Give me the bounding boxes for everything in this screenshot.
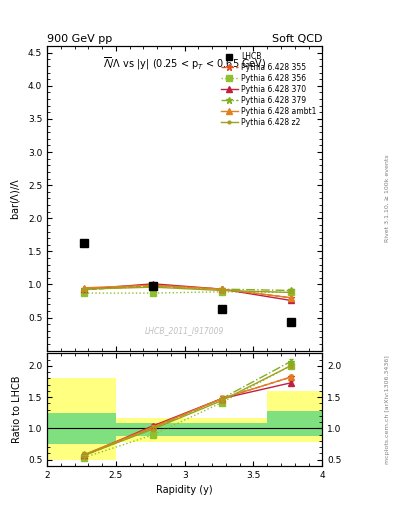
Text: Rivet 3.1.10, ≥ 100k events: Rivet 3.1.10, ≥ 100k events [385,155,389,242]
Y-axis label: Ratio to LHCB: Ratio to LHCB [12,376,22,443]
X-axis label: Rapidity (y): Rapidity (y) [156,485,213,495]
Text: mcplots.cern.ch [arXiv:1306.3436]: mcplots.cern.ch [arXiv:1306.3436] [385,355,389,464]
Bar [47,413,116,444]
Bar [267,412,322,436]
Text: Soft QCD: Soft QCD [272,33,322,44]
Text: LHCB_2011_I917009: LHCB_2011_I917009 [145,327,224,335]
Y-axis label: bar($\Lambda$)/$\Lambda$: bar($\Lambda$)/$\Lambda$ [9,177,22,220]
Text: 900 GeV pp: 900 GeV pp [47,33,112,44]
Bar [116,418,267,442]
Legend: LHCB, Pythia 6.428 355, Pythia 6.428 356, Pythia 6.428 370, Pythia 6.428 379, Py: LHCB, Pythia 6.428 355, Pythia 6.428 356… [219,50,318,129]
Bar [116,423,267,436]
Bar [47,378,116,460]
Text: $\overline{\Lambda}/\Lambda$ vs |y| (0.25 < p$_T$ < 0.65 GeV): $\overline{\Lambda}/\Lambda$ vs |y| (0.2… [103,55,266,72]
Bar [267,391,322,442]
